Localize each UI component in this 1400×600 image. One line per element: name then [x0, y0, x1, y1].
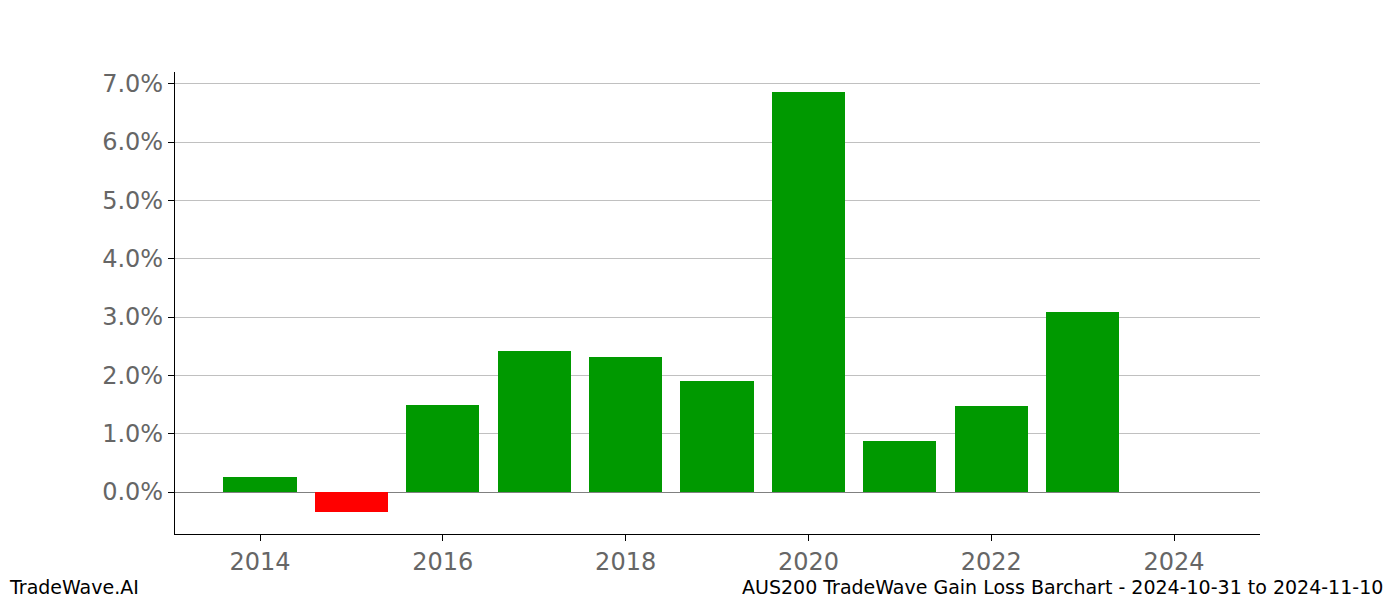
svg-text:6.0%: 6.0% — [102, 128, 163, 156]
svg-text:2022: 2022 — [961, 548, 1022, 576]
svg-text:0.0%: 0.0% — [102, 478, 163, 506]
svg-text:3.0%: 3.0% — [102, 303, 163, 331]
svg-text:AUS200 TradeWave Gain Loss Bar: AUS200 TradeWave Gain Loss Barchart - 20… — [742, 576, 1383, 598]
svg-text:2020: 2020 — [778, 548, 839, 576]
svg-text:2016: 2016 — [412, 548, 473, 576]
svg-text:2024: 2024 — [1144, 548, 1205, 576]
svg-text:1.0%: 1.0% — [102, 420, 163, 448]
svg-text:2.0%: 2.0% — [102, 362, 163, 390]
svg-text:2018: 2018 — [595, 548, 656, 576]
svg-text:TradeWave.AI: TradeWave.AI — [9, 576, 139, 598]
svg-text:2014: 2014 — [229, 548, 290, 576]
svg-text:4.0%: 4.0% — [102, 245, 163, 273]
svg-text:5.0%: 5.0% — [102, 187, 163, 215]
svg-text:7.0%: 7.0% — [102, 70, 163, 98]
